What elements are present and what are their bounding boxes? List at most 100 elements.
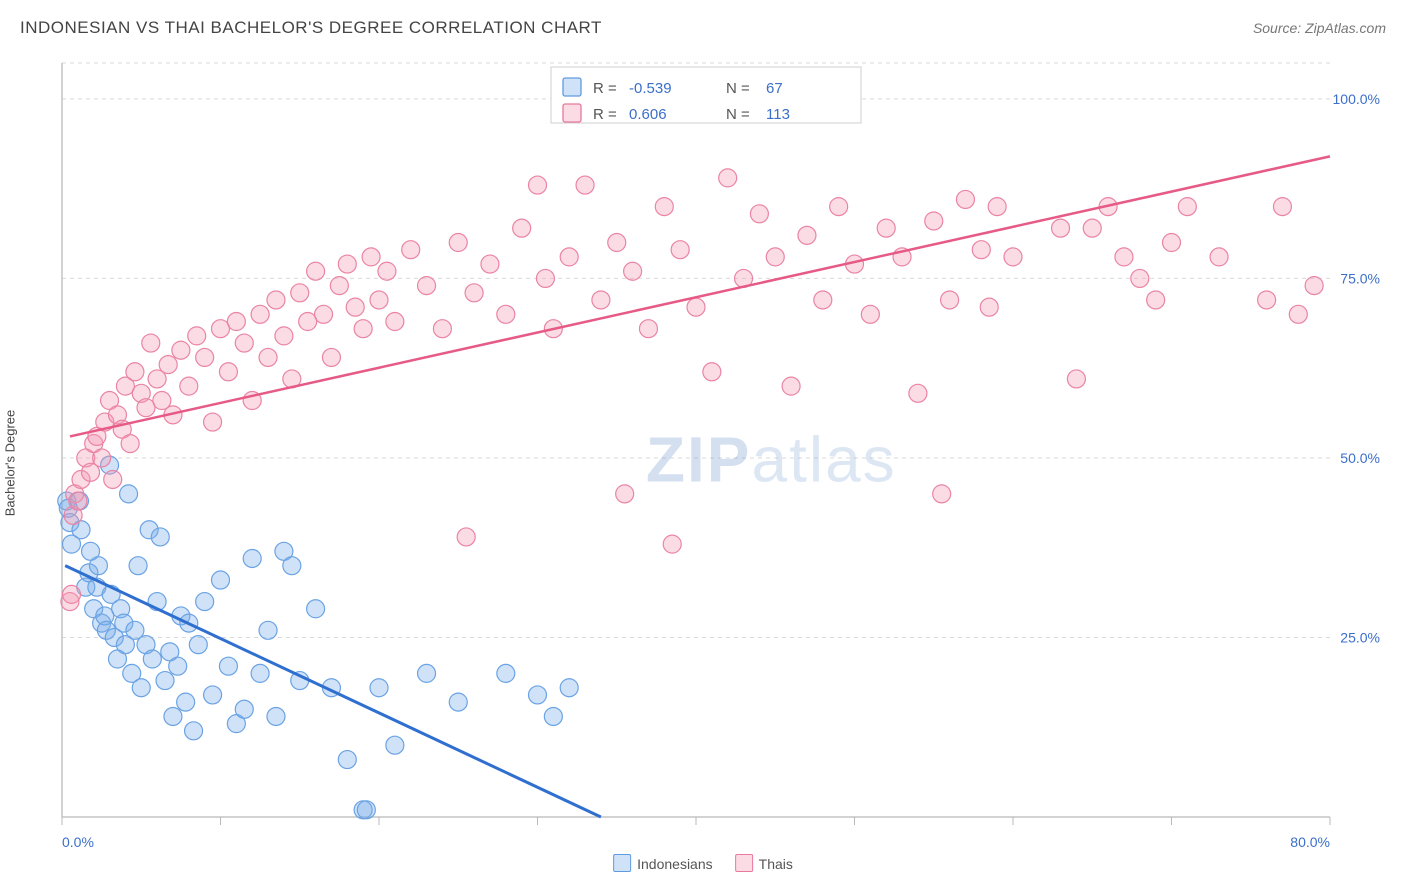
stats-swatch [563,104,581,122]
stats-r-label: R = [593,80,617,97]
data-point [798,226,816,244]
stats-n-label: N = [726,80,750,97]
data-point [972,241,990,259]
data-point [1067,370,1085,388]
data-point [159,356,177,374]
data-point [307,262,325,280]
data-point [259,621,277,639]
data-point [251,664,269,682]
data-point [143,650,161,668]
data-point [196,348,214,366]
data-point [164,707,182,725]
data-point [204,413,222,431]
data-point [307,600,325,618]
data-point [418,664,436,682]
data-point [283,557,301,575]
data-point [227,313,245,331]
data-point [357,801,375,819]
data-point [750,205,768,223]
data-point [933,485,951,503]
source-prefix: Source: [1253,20,1305,36]
data-point [655,198,673,216]
data-point [671,241,689,259]
data-point [235,334,253,352]
data-point [766,248,784,266]
data-point [433,320,451,338]
legend-item: Thais [735,854,793,872]
data-point [1004,248,1022,266]
data-point [121,435,139,453]
y-axis-label: Bachelor's Degree [3,409,18,516]
data-point [830,198,848,216]
data-point [156,672,174,690]
data-point [1163,234,1181,252]
data-point [354,320,372,338]
data-point [624,262,642,280]
data-point [132,679,150,697]
source-name: ZipAtlas.com [1305,20,1386,36]
data-point [151,528,169,546]
data-point [243,549,261,567]
data-point [576,176,594,194]
data-point [1305,277,1323,295]
data-point [513,219,531,237]
data-point [1258,291,1276,309]
data-point [370,679,388,697]
data-point [560,679,578,697]
data-point [378,262,396,280]
data-point [687,298,705,316]
data-point [465,284,483,302]
data-point [925,212,943,230]
data-point [386,313,404,331]
legend-bottom: Indonesians Thais [613,854,793,872]
y-tick-label: 50.0% [1340,450,1380,466]
data-point [418,277,436,295]
data-point [1178,198,1196,216]
data-point [1083,219,1101,237]
data-point [941,291,959,309]
data-point [449,693,467,711]
data-point [497,664,515,682]
data-point [212,571,230,589]
data-point [267,291,285,309]
data-point [639,320,657,338]
data-point [370,291,388,309]
data-point [63,585,81,603]
data-point [980,298,998,316]
data-point [89,557,107,575]
data-point [185,722,203,740]
data-point [529,176,547,194]
legend-label: Indonesians [637,856,713,872]
data-point [536,269,554,287]
data-point [172,341,190,359]
data-point [129,557,147,575]
stats-swatch [563,78,581,96]
data-point [322,348,340,366]
y-tick-label: 75.0% [1340,270,1380,286]
legend-swatch [613,854,631,872]
data-point [126,363,144,381]
data-point [481,255,499,273]
data-point [861,305,879,323]
y-tick-label: 25.0% [1340,629,1380,645]
data-point [529,686,547,704]
data-point [104,470,122,488]
data-point [909,384,927,402]
data-point [93,449,111,467]
legend-item: Indonesians [613,854,713,872]
data-point [291,284,309,302]
y-tick-label: 100.0% [1333,91,1380,107]
data-point [120,485,138,503]
data-point [330,277,348,295]
data-point [142,334,160,352]
header: INDONESIAN VS THAI BACHELOR'S DEGREE COR… [20,18,1386,38]
legend-label: Thais [759,856,793,872]
data-point [259,348,277,366]
data-point [544,707,562,725]
data-point [386,736,404,754]
chart-container: Bachelor's Degree ZIPatlas 0.0%80.0%25.0… [20,55,1386,870]
data-point [616,485,634,503]
data-point [275,327,293,345]
data-point [956,190,974,208]
scatter-chart: 0.0%80.0%25.0%50.0%75.0%100.0%R =-0.539N… [20,55,1386,870]
